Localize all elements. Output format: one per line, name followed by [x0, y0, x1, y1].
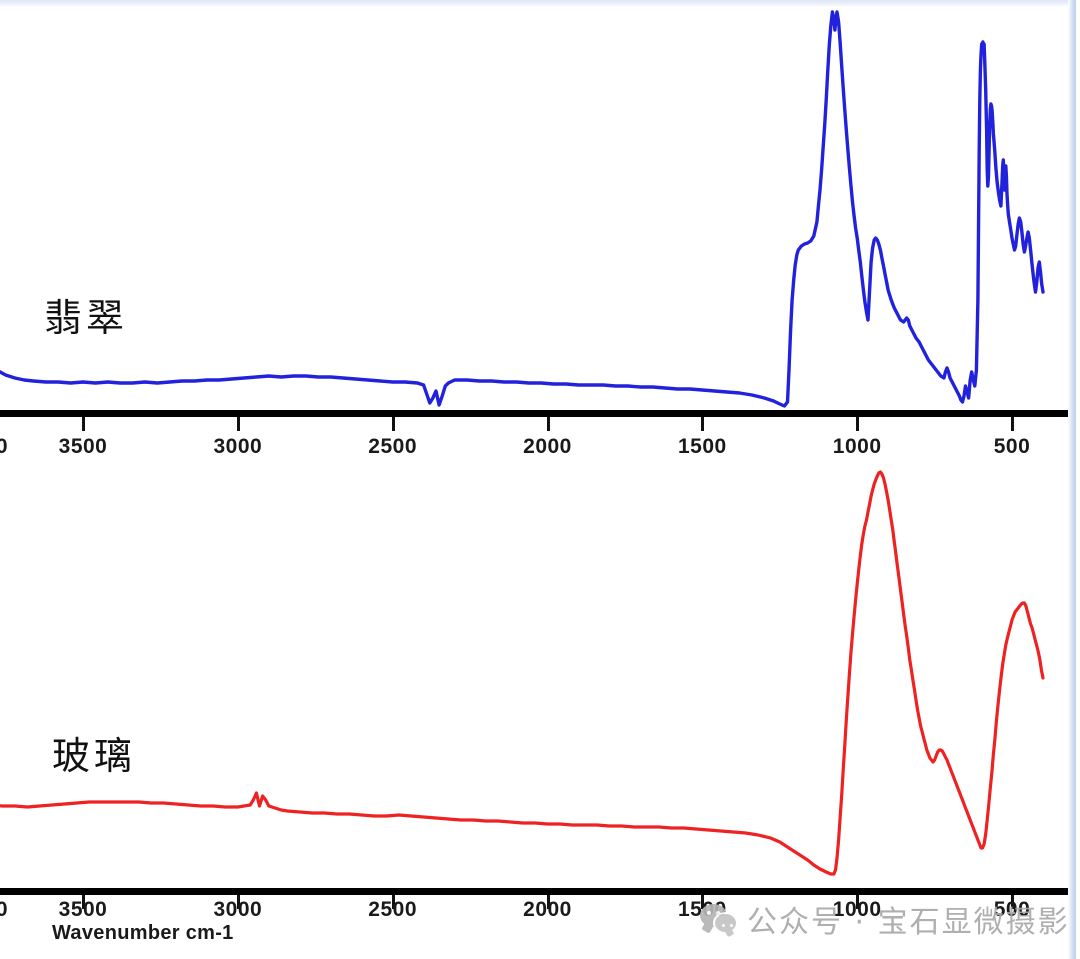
x-axis-bottom [0, 888, 1080, 895]
x-tick-label: 1000 [832, 435, 882, 458]
sample-label-glass: 玻璃 [52, 734, 137, 778]
sample-label-jadeite: 翡翠 [44, 296, 129, 340]
x-tick-label: 3500 [58, 435, 108, 458]
x-tick-label: 2500 [368, 898, 418, 921]
x-tick-label: 500 [993, 435, 1031, 458]
x-tick [391, 417, 395, 431]
spectrum-panel-glass [0, 466, 1068, 891]
wechat-icon [700, 904, 738, 934]
x-tick-label: 3500 [58, 898, 108, 921]
x-tick [856, 417, 860, 431]
x-tick-label: 2000 [523, 435, 572, 458]
x-tick [1011, 895, 1014, 909]
watermark: 公众号 · 宝石显微摄影 [700, 897, 1070, 941]
x-axis-title: Wavenumber cm-1 [52, 922, 234, 944]
x-tick [82, 417, 85, 431]
watermark-text: 公众号 · 宝石显微摄影 [747, 905, 1070, 940]
x-tick [82, 895, 85, 909]
x-tick-label: 3000 [213, 898, 263, 921]
x-tick-label: 0 [0, 898, 9, 921]
x-tick [236, 895, 240, 909]
x-tick-label: 1500 [677, 435, 727, 458]
window-top-edge [0, 0, 1080, 7]
spectrum-panel-jadeite [0, 7, 1068, 417]
x-tick-label: 2000 [523, 898, 572, 921]
glass-spectrum-curve [0, 470, 1045, 876]
x-tick-label: 1000 [832, 898, 882, 921]
x-tick-label: 500 [993, 898, 1031, 921]
x-tick-label: 2500 [368, 435, 418, 458]
x-tick [546, 895, 550, 909]
x-axis-top [0, 410, 1080, 417]
x-tick [701, 895, 705, 909]
x-tick [391, 895, 395, 909]
jadeite-spectrum-curve [0, 10, 1045, 408]
window-right-edge-inner [1076, 0, 1080, 959]
x-tick [701, 417, 705, 431]
x-tick [856, 895, 860, 909]
x-tick [1011, 417, 1014, 431]
x-tick-label: 3000 [213, 435, 263, 458]
x-tick [546, 417, 550, 431]
x-tick-label: 0 [0, 435, 9, 458]
x-tick [236, 417, 240, 431]
